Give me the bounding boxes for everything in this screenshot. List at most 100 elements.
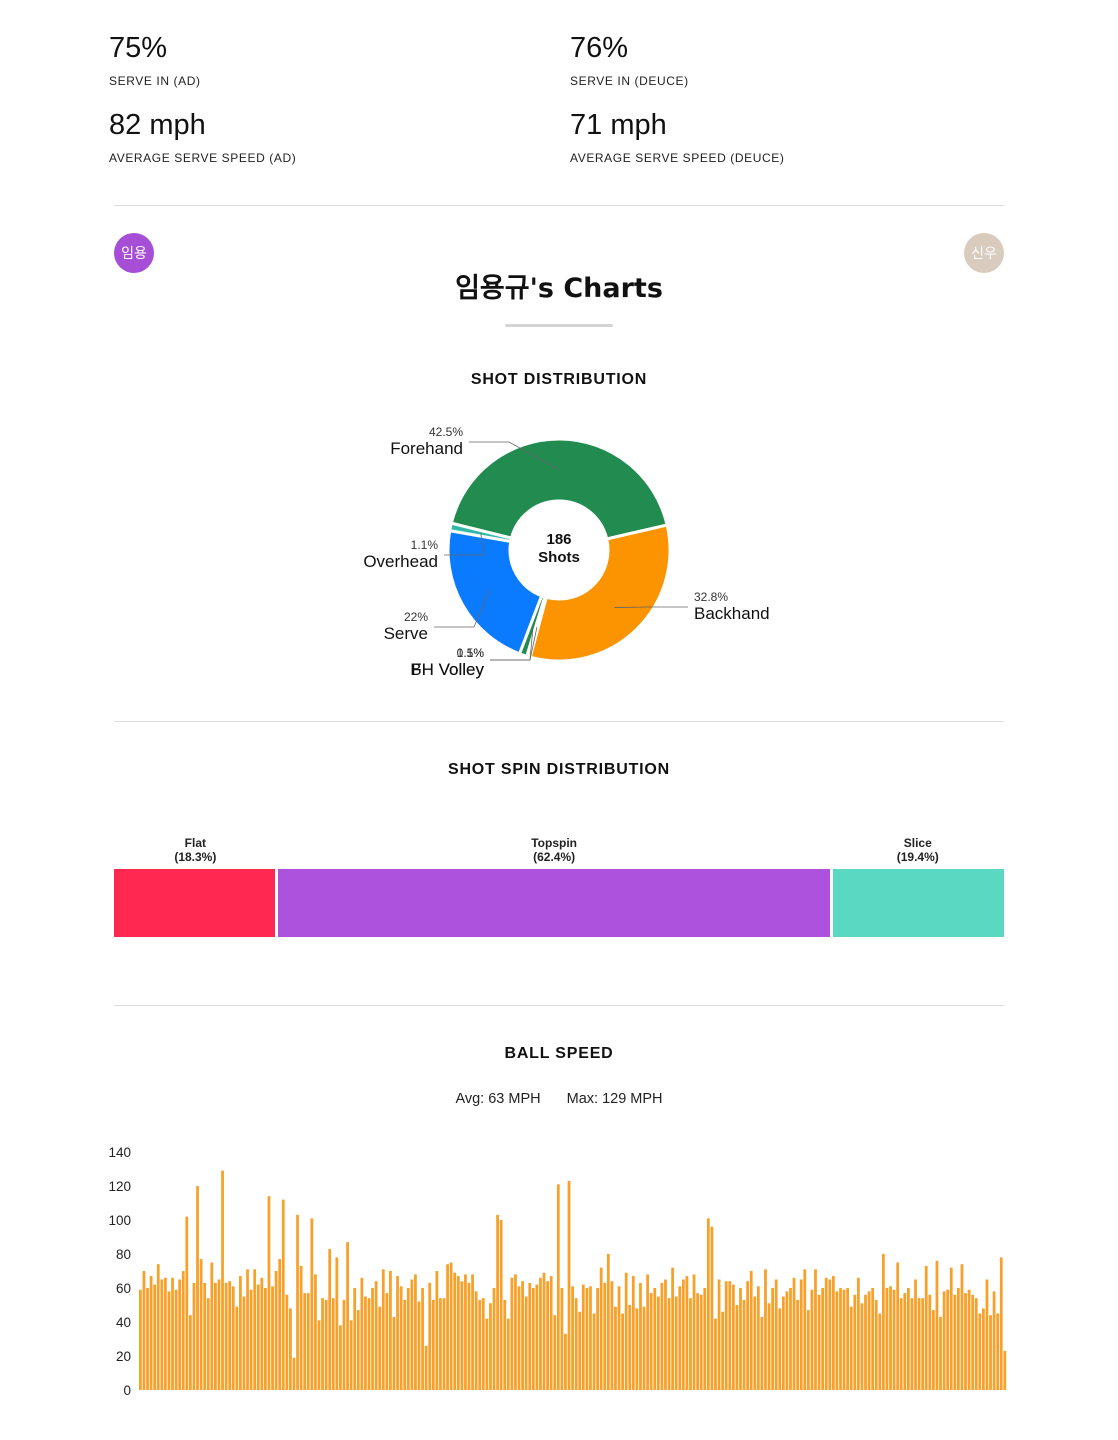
speed-bar[interactable] <box>335 1257 339 1390</box>
speed-bar[interactable] <box>153 1284 157 1390</box>
speed-bar[interactable] <box>317 1320 321 1390</box>
speed-bar[interactable] <box>553 1315 557 1390</box>
speed-bar[interactable] <box>478 1299 482 1390</box>
speed-bar[interactable] <box>367 1298 371 1390</box>
speed-bar[interactable] <box>406 1288 410 1390</box>
speed-bar[interactable] <box>574 1298 578 1390</box>
speed-bar[interactable] <box>667 1298 671 1390</box>
speed-bar[interactable] <box>303 1293 307 1390</box>
speed-bar[interactable] <box>774 1279 778 1391</box>
speed-bar[interactable] <box>706 1218 710 1390</box>
speed-bar[interactable] <box>614 1306 617 1390</box>
speed-bar[interactable] <box>731 1284 735 1390</box>
speed-bar[interactable] <box>399 1286 403 1390</box>
speed-bar[interactable] <box>628 1305 632 1390</box>
speed-bar[interactable] <box>567 1180 571 1390</box>
speed-bar[interactable] <box>896 1262 900 1391</box>
speed-bar[interactable] <box>592 1313 596 1391</box>
speed-bar[interactable] <box>681 1279 685 1391</box>
speed-bar[interactable] <box>224 1282 228 1390</box>
speed-bar[interactable] <box>556 1184 560 1390</box>
speed-bar[interactable] <box>767 1303 771 1390</box>
speed-bar[interactable] <box>181 1271 185 1390</box>
speed-bar[interactable] <box>449 1262 453 1391</box>
speed-bar[interactable] <box>381 1269 385 1390</box>
speed-bar[interactable] <box>214 1282 217 1390</box>
speed-bar[interactable] <box>564 1333 567 1390</box>
speed-bar[interactable] <box>489 1303 492 1390</box>
speed-bar[interactable] <box>892 1289 896 1390</box>
speed-bar[interactable] <box>599 1267 603 1390</box>
speed-bar[interactable] <box>996 1313 1000 1391</box>
speed-bar[interactable] <box>646 1274 649 1390</box>
speed-bar[interactable] <box>964 1293 967 1390</box>
speed-bar[interactable] <box>742 1299 746 1390</box>
speed-bar[interactable] <box>235 1306 239 1390</box>
speed-bar[interactable] <box>164 1277 167 1390</box>
speed-bar[interactable] <box>789 1288 792 1390</box>
speed-bar[interactable] <box>689 1298 692 1390</box>
speed-bar[interactable] <box>735 1305 739 1390</box>
speed-bar[interactable] <box>356 1310 360 1390</box>
speed-bar[interactable] <box>274 1271 278 1390</box>
speed-bar[interactable] <box>160 1279 164 1391</box>
speed-bar[interactable] <box>156 1264 160 1390</box>
speed-bar[interactable] <box>542 1272 546 1390</box>
speed-bar[interactable] <box>306 1293 310 1390</box>
speed-bar[interactable] <box>817 1294 821 1390</box>
speed-bar[interactable] <box>596 1288 599 1390</box>
speed-bar[interactable] <box>521 1281 524 1390</box>
speed-bar[interactable] <box>231 1286 235 1390</box>
speed-bar[interactable] <box>528 1282 532 1390</box>
speed-bar[interactable] <box>624 1272 628 1390</box>
speed-bar[interactable] <box>917 1298 921 1390</box>
speed-bar[interactable] <box>585 1288 589 1390</box>
speed-bar[interactable] <box>503 1299 507 1390</box>
speed-bar[interactable] <box>442 1298 446 1390</box>
spin-segment-topspin[interactable] <box>278 869 830 937</box>
speed-bar[interactable] <box>242 1296 246 1391</box>
speed-bar[interactable] <box>960 1264 964 1390</box>
speed-bar[interactable] <box>874 1299 878 1390</box>
speed-bar[interactable] <box>846 1288 850 1390</box>
speed-bar[interactable] <box>364 1296 367 1391</box>
speed-bar[interactable] <box>617 1286 621 1390</box>
speed-bar[interactable] <box>831 1276 835 1390</box>
speed-bar[interactable] <box>678 1286 682 1390</box>
speed-bar[interactable] <box>606 1254 610 1390</box>
speed-bar[interactable] <box>289 1308 292 1390</box>
speed-bar[interactable] <box>703 1288 707 1390</box>
speed-bar[interactable] <box>146 1288 149 1390</box>
speed-bar[interactable] <box>253 1269 257 1390</box>
speed-bar[interactable] <box>331 1298 335 1390</box>
speed-bar[interactable] <box>392 1316 396 1390</box>
speed-bar[interactable] <box>499 1220 503 1390</box>
speed-bar[interactable] <box>971 1294 975 1390</box>
speed-bar[interactable] <box>535 1284 539 1390</box>
speed-bar[interactable] <box>981 1308 985 1390</box>
speed-bar[interactable] <box>724 1281 728 1390</box>
speed-bar[interactable] <box>828 1279 832 1391</box>
speed-bar[interactable] <box>671 1267 675 1390</box>
speed-bar[interactable] <box>860 1303 864 1390</box>
speed-bar[interactable] <box>589 1286 592 1390</box>
speed-bar[interactable] <box>139 1289 142 1390</box>
speed-bar[interactable] <box>685 1276 689 1390</box>
speed-bar[interactable] <box>560 1288 564 1390</box>
speed-bar[interactable] <box>885 1288 889 1390</box>
speed-bar[interactable] <box>571 1286 574 1390</box>
speed-bar[interactable] <box>928 1294 932 1390</box>
speed-bar[interactable] <box>781 1296 785 1391</box>
speed-bar[interactable] <box>603 1282 607 1390</box>
speed-bar[interactable] <box>203 1282 207 1390</box>
speed-bar[interactable] <box>285 1294 289 1390</box>
speed-bar[interactable] <box>906 1288 910 1390</box>
speed-bar[interactable] <box>764 1269 767 1390</box>
speed-bar[interactable] <box>839 1288 842 1390</box>
speed-bar[interactable] <box>435 1271 439 1390</box>
speed-bar[interactable] <box>292 1357 296 1390</box>
speed-bar[interactable] <box>324 1299 328 1390</box>
speed-bar[interactable] <box>299 1265 303 1390</box>
speed-bar[interactable] <box>260 1277 264 1390</box>
speed-bar[interactable] <box>328 1248 332 1390</box>
